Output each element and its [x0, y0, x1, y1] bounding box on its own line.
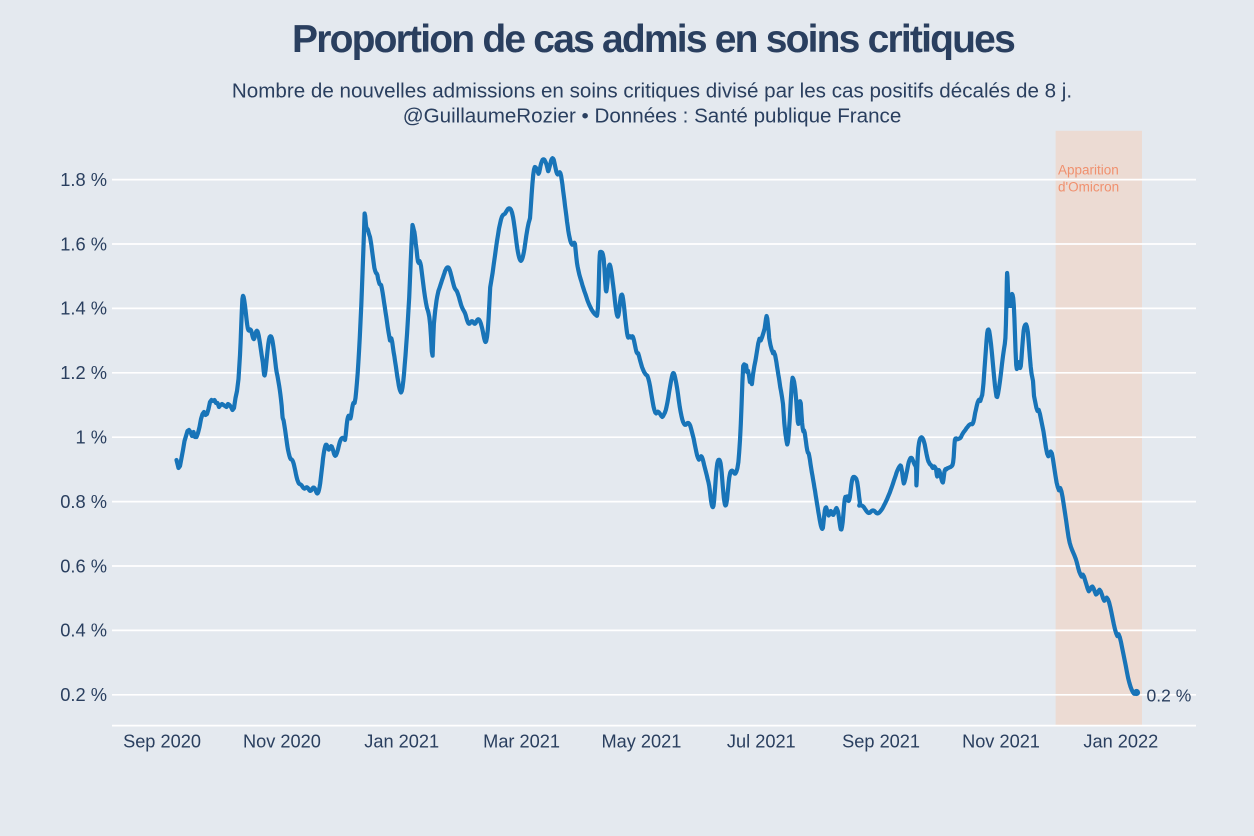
- svg-text:0.6 %: 0.6 %: [60, 555, 107, 576]
- svg-text:1.2 %: 1.2 %: [60, 362, 107, 383]
- svg-text:Nov 2021: Nov 2021: [962, 731, 1040, 751]
- svg-text:0.2 %: 0.2 %: [60, 684, 107, 705]
- svg-text:Proportion de cas admis en soi: Proportion de cas admis en soins critiqu…: [292, 18, 1015, 61]
- svg-text:Apparition: Apparition: [1058, 163, 1119, 178]
- svg-text:0.2 %: 0.2 %: [1147, 686, 1192, 706]
- svg-text:Jan 2022: Jan 2022: [1083, 731, 1158, 751]
- svg-text:May 2021: May 2021: [601, 731, 681, 751]
- svg-text:1.8 %: 1.8 %: [60, 169, 107, 190]
- svg-text:0.4 %: 0.4 %: [60, 620, 107, 641]
- svg-text:1.4 %: 1.4 %: [60, 298, 107, 319]
- svg-text:d'Omicron: d'Omicron: [1058, 180, 1119, 195]
- svg-text:Nov 2020: Nov 2020: [243, 731, 321, 751]
- svg-text:1.6 %: 1.6 %: [60, 233, 107, 254]
- svg-text:Mar 2021: Mar 2021: [483, 731, 560, 751]
- svg-text:0.8 %: 0.8 %: [60, 491, 107, 512]
- svg-text:Sep 2020: Sep 2020: [123, 731, 201, 751]
- svg-text:Sep 2021: Sep 2021: [842, 731, 920, 751]
- svg-text:@GuillaumeRozier • Données : S: @GuillaumeRozier • Données : Santé publi…: [403, 105, 902, 128]
- svg-text:Jul 2021: Jul 2021: [727, 731, 796, 751]
- svg-text:Jan 2021: Jan 2021: [364, 731, 439, 751]
- svg-text:Nombre de nouvelles admissions: Nombre de nouvelles admissions en soins …: [232, 80, 1072, 103]
- svg-text:1 %: 1 %: [75, 427, 107, 448]
